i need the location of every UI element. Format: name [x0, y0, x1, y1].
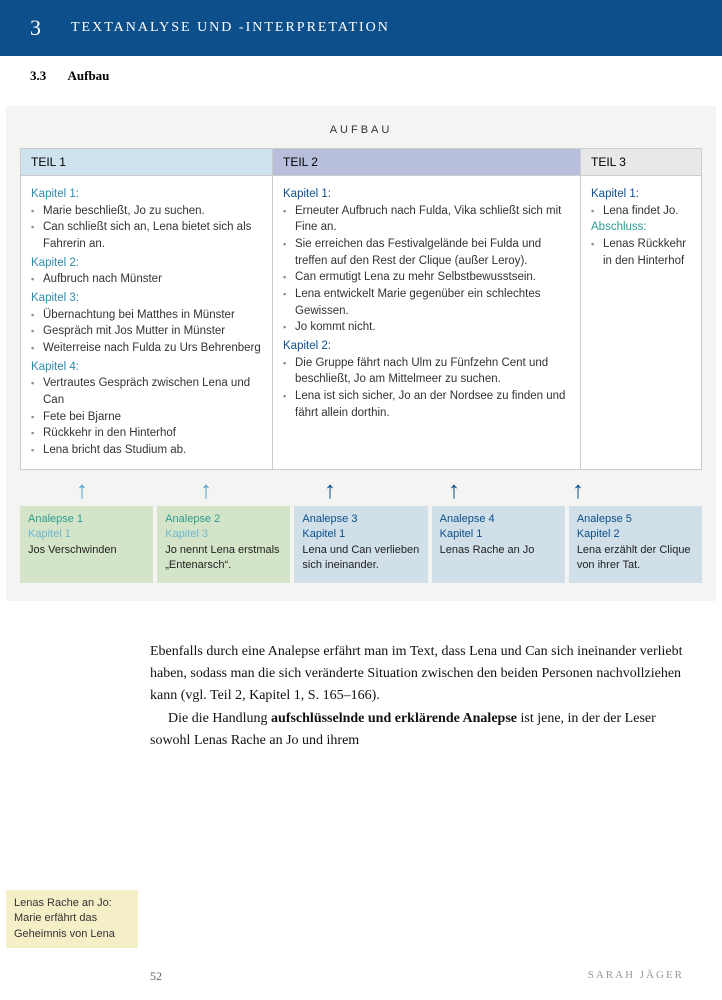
diagram-title: AUFBAU [20, 124, 702, 136]
analepse-kapitel: Kapitel 1 [28, 527, 145, 542]
analepse-kapitel: Kapitel 1 [302, 527, 419, 542]
author-name: SARAH JÄGER [588, 969, 684, 984]
analepse-title: Analepse 2 [165, 512, 282, 527]
list-item: Weiterreise nach Fulda zu Urs Behrenberg [31, 340, 262, 357]
analepse-box: Analepse 2 Kapitel 3 Jo nennt Lena erstm… [157, 506, 290, 584]
analepse-title: Analepse 4 [440, 512, 557, 527]
kapitel-label: Kapitel 2: [31, 255, 262, 272]
abschluss-label: Abschluss: [591, 219, 691, 236]
kapitel-list: Vertrautes Gespräch zwischen Lena und Ca… [31, 375, 262, 458]
analepse-text: Lena erzählt der Clique von ihrer Tat. [577, 543, 694, 574]
analepse-box: Analepse 1 Kapitel 1 Jos Verschwinden [20, 506, 153, 584]
kapitel-list: Lena findet Jo. [591, 203, 691, 220]
body-text: Ebenfalls durch eine Analepse erfährt ma… [150, 641, 684, 751]
list-item: Jo kommt nicht. [283, 319, 570, 336]
chapter-title: TEXTANALYSE UND -INTERPRETATION [71, 20, 390, 36]
analepse-kapitel: Kapitel 1 [440, 527, 557, 542]
teil3-header: TEIL 3 [581, 149, 701, 175]
kapitel-label: Kapitel 3: [31, 290, 262, 307]
list-item: Can ermutigt Lena zu mehr Selbst­bewusst… [283, 269, 570, 286]
kapitel-list: Marie beschließt, Jo zu suchen. Can schl… [31, 203, 262, 253]
kapitel-label: Kapitel 1: [283, 186, 570, 203]
analepse-title: Analepse 5 [577, 512, 694, 527]
list-item: Lenas Rückkehr in den Hinterhof [591, 236, 691, 269]
teil2-header: TEIL 2 [273, 149, 581, 175]
list-item: Rückkehr in den Hinterhof [31, 425, 262, 442]
kapitel-label: Kapitel 1: [591, 186, 691, 203]
teil3-column: Kapitel 1: Lena findet Jo. Abschluss: Le… [581, 176, 701, 469]
list-item: Marie beschließt, Jo zu suchen. [31, 203, 262, 220]
analepse-text: Jos Verschwinden [28, 543, 145, 558]
list-item: Fete bei Bjarne [31, 409, 262, 426]
paragraph: Die die Handlung aufschlüsselnde und erk… [150, 708, 684, 751]
analepse-row: Analepse 1 Kapitel 1 Jos Verschwinden An… [20, 506, 702, 584]
analepse-title: Analepse 1 [28, 512, 145, 527]
section-subheader: 3.3 Aufbau [0, 56, 722, 84]
list-item: Die Gruppe fährt nach Ulm zu Fünfzehn Ce… [283, 355, 570, 388]
kapitel-list: Die Gruppe fährt nach Ulm zu Fünfzehn Ce… [283, 355, 570, 422]
margin-note: Lenas Rache an Jo: Marie erfährt das Geh… [6, 890, 138, 948]
list-item: Lena entwickelt Marie gegenüber ein schl… [283, 286, 570, 319]
paragraph: Ebenfalls durch eine Analepse erfährt ma… [150, 641, 684, 706]
list-item: Übernachtung bei Matthes in Münster [31, 307, 262, 324]
page-header: 3 TEXTANALYSE UND -INTERPRETATION [0, 0, 722, 56]
kapitel-list: Lenas Rückkehr in den Hinterhof [591, 236, 691, 269]
analepse-text: Lenas Rache an Jo [440, 543, 557, 558]
teil1-header: TEIL 1 [21, 149, 273, 175]
arrows-row: ↑ ↑ ↑ ↑ ↑ [20, 476, 702, 506]
list-item: Sie erreichen das Festivalgelände bei Fu… [283, 236, 570, 269]
chapter-number: 3 [30, 15, 41, 41]
text-run: Die die Handlung [168, 711, 271, 726]
list-item: Lena ist sich sicher, Jo an der Nordsee … [283, 388, 570, 421]
analepse-kapitel: Kapitel 3 [165, 527, 282, 542]
analepse-text: Jo nennt Lena erstmals „Entenarsch“. [165, 543, 282, 574]
list-item: Vertrautes Gespräch zwischen Lena und Ca… [31, 375, 262, 408]
analepse-title: Analepse 3 [302, 512, 419, 527]
section-number: 3.3 [30, 68, 46, 83]
aufbau-diagram: AUFBAU TEIL 1 TEIL 2 TEIL 3 Kapitel 1: M… [6, 106, 716, 601]
list-item: Aufbruch nach Münster [31, 271, 262, 288]
analepse-text: Lena und Can ver­lieben sich ineinander. [302, 543, 419, 574]
kapitel-label: Kapitel 1: [31, 186, 262, 203]
kapitel-list: Erneuter Aufbruch nach Fulda, Vika schli… [283, 203, 570, 336]
teil-header-row: TEIL 1 TEIL 2 TEIL 3 [20, 148, 702, 176]
kapitel-label: Kapitel 4: [31, 359, 262, 376]
kapitel-list: Übernachtung bei Matthes in Münster Gesp… [31, 307, 262, 357]
page-number: 52 [150, 969, 162, 984]
kapitel-label: Kapitel 2: [283, 338, 570, 355]
list-item: Lena bricht das Studium ab. [31, 442, 262, 459]
arrow-up-icon: ↑ [200, 479, 212, 503]
analepse-kapitel: Kapitel 2 [577, 527, 694, 542]
teil-body-row: Kapitel 1: Marie beschließt, Jo zu suche… [20, 176, 702, 470]
teil2-column: Kapitel 1: Erneuter Aufbruch nach Fulda,… [273, 176, 581, 469]
arrow-up-icon: ↑ [448, 479, 460, 503]
teil1-column: Kapitel 1: Marie beschließt, Jo zu suche… [21, 176, 273, 469]
list-item: Lena findet Jo. [591, 203, 691, 220]
bold-text: aufschlüsselnde und erklärende Analepse [271, 711, 517, 726]
analepse-box: Analepse 4 Kapitel 1 Lenas Rache an Jo [432, 506, 565, 584]
arrow-up-icon: ↑ [324, 479, 336, 503]
analepse-box: Analepse 3 Kapitel 1 Lena und Can ver­li… [294, 506, 427, 584]
list-item: Erneuter Aufbruch nach Fulda, Vika schli… [283, 203, 570, 236]
kapitel-list: Aufbruch nach Münster [31, 271, 262, 288]
arrow-up-icon: ↑ [572, 479, 584, 503]
section-title: Aufbau [68, 68, 110, 83]
page-footer: 52 SARAH JÄGER [150, 969, 684, 984]
analepse-box: Analepse 5 Kapitel 2 Lena erzählt der Cl… [569, 506, 702, 584]
arrow-up-icon: ↑ [76, 479, 88, 503]
list-item: Can schließt sich an, Lena bietet sich a… [31, 219, 262, 252]
list-item: Gespräch mit Jos Mutter in Münster [31, 323, 262, 340]
